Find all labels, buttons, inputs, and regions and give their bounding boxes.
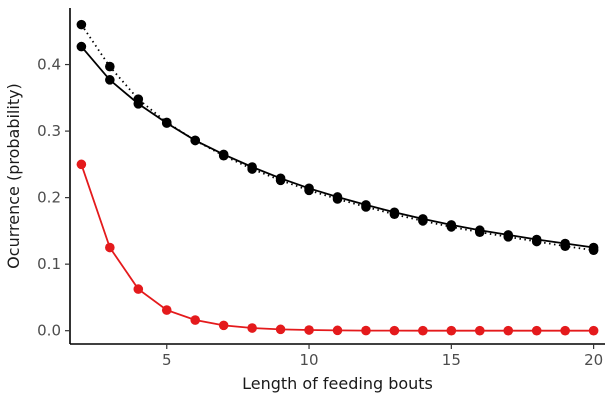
data-point: [247, 164, 257, 174]
series-2: [76, 19, 599, 255]
y-tick-label: 0.3: [37, 122, 61, 140]
data-point: [389, 209, 400, 220]
data-point: [418, 325, 428, 336]
x-tick-label: 15: [442, 351, 461, 369]
data-point: [304, 185, 314, 196]
data-point: [474, 325, 485, 336]
data-point: [190, 315, 201, 325]
data-point: [332, 194, 343, 204]
x-tick-label: 20: [584, 351, 603, 369]
data-point: [190, 135, 201, 146]
data-point: [560, 325, 570, 336]
data-point: [76, 41, 87, 52]
data-point: [588, 245, 599, 255]
data-point: [133, 284, 144, 294]
series-line-3: [80, 164, 594, 332]
data-point: [446, 325, 457, 336]
plot-area: [76, 19, 599, 336]
data-point: [105, 61, 115, 72]
data-point: [247, 323, 257, 333]
series-line-1: [80, 46, 594, 249]
series-3: [76, 159, 599, 336]
series-line-2: [80, 24, 594, 252]
data-point: [218, 150, 229, 161]
data-point: [275, 175, 286, 186]
data-point: [161, 305, 172, 315]
data-point: [133, 94, 144, 104]
y-tick-label: 0.2: [37, 189, 61, 207]
data-point: [503, 325, 514, 336]
data-point: [275, 324, 286, 335]
data-point: [418, 216, 428, 226]
data-point: [105, 242, 115, 253]
data-point: [474, 227, 485, 238]
data-point: [389, 325, 400, 336]
series-1: [76, 41, 599, 253]
data-point: [218, 320, 229, 331]
data-point: [503, 232, 514, 242]
y-tick-label: 0.1: [37, 255, 61, 273]
data-point: [361, 202, 371, 212]
data-point: [361, 325, 371, 336]
data-point: [76, 159, 87, 170]
data-point: [531, 236, 542, 247]
y-tick-label: 0.4: [37, 56, 61, 74]
data-point: [161, 117, 172, 128]
data-point: [446, 222, 457, 232]
data-point: [105, 75, 115, 85]
data-point: [76, 19, 87, 30]
x-axis-label: Length of feeding bouts: [242, 374, 433, 393]
axes: 0.0 0.1 0.2 0.3 0.4 5 10 15 20: [37, 8, 605, 369]
y-axis-label: Ocurrence (probability): [4, 83, 23, 269]
data-point: [531, 325, 542, 336]
x-tick-label: 5: [162, 351, 172, 369]
data-point: [332, 325, 343, 336]
data-point: [560, 241, 570, 251]
x-tick-label: 10: [299, 351, 318, 369]
data-point: [304, 325, 314, 335]
data-point: [588, 325, 599, 336]
y-tick-label: 0.0: [37, 322, 61, 340]
